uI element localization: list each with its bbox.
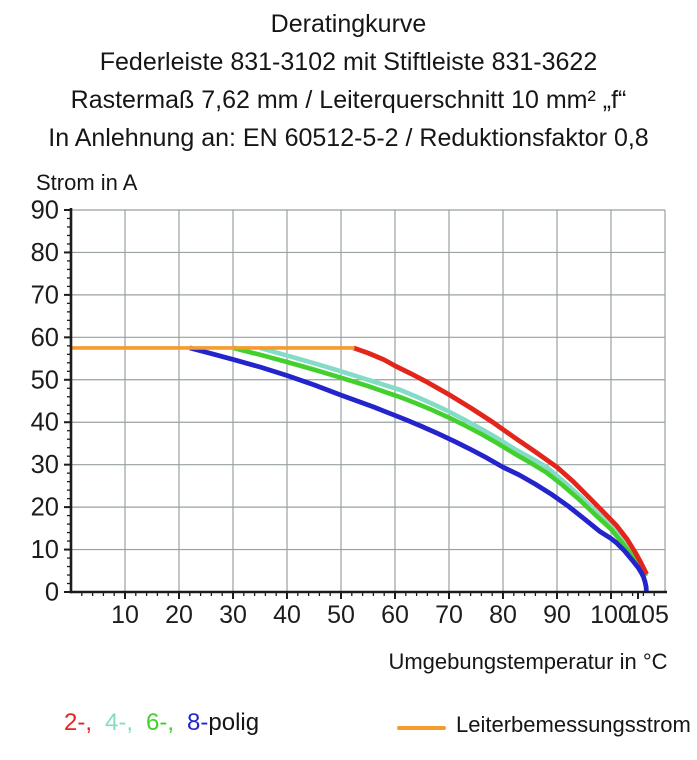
x-tick-70: 70 (435, 601, 463, 629)
curves (71, 345, 649, 593)
series-6-polig (232, 345, 648, 578)
y-tick-70: 70 (31, 281, 59, 309)
x-tick-30: 30 (219, 601, 247, 629)
x-tick-60: 60 (381, 601, 409, 629)
y-tick-0: 0 (45, 579, 59, 607)
gridlines (71, 209, 666, 592)
x-tick-80: 80 (489, 601, 517, 629)
y-tick-80: 80 (31, 239, 59, 267)
legend-2-polig: 2-, (64, 709, 93, 736)
legend-polig-suffix: polig (208, 709, 260, 736)
legend-8-polig: 8- (187, 709, 209, 736)
x-tick-10: 10 (111, 601, 139, 629)
rated-current-line-swatch (397, 726, 446, 730)
x-tick-105: 105 (627, 601, 669, 629)
title-line-2: Federleiste 831-3102 mit Stiftleiste 831… (99, 48, 598, 76)
chart-title-block: Deratingkurve Federleiste 831-3102 mit S… (0, 5, 697, 157)
title-line-3: Rastermaß 7,62 mm / Leiterquerschnitt 10… (70, 86, 627, 114)
title-line-4: In Anlehnung an: EN 60512-5-2 / Reduktio… (48, 124, 649, 152)
series-4-polig (259, 345, 649, 577)
y-tick-60: 60 (31, 324, 59, 352)
x-tick-100: 100 (590, 601, 632, 629)
poles-legend: 2-, 4-, 6-, 8- polig (64, 709, 259, 737)
y-tick-90: 90 (31, 197, 59, 225)
y-tick-50: 50 (31, 366, 59, 394)
axes (69, 208, 667, 594)
rated-current-label: Leiterbemessungsstrom (456, 712, 691, 737)
tick-marks (64, 209, 655, 599)
legend-6-polig: 6-, (146, 709, 175, 736)
legend-4-polig: 4-, (105, 709, 134, 736)
title-line-1: Deratingkurve (270, 10, 427, 38)
x-tick-90: 90 (543, 601, 571, 629)
y-tick-30: 30 (31, 451, 59, 479)
x-tick-50: 50 (327, 601, 355, 629)
series-8-polig (189, 345, 649, 593)
x-tick-40: 40 (273, 601, 301, 629)
y-axis-title: Strom in A (36, 170, 138, 195)
y-tick-40: 40 (31, 409, 59, 437)
series-2-polig (352, 345, 649, 576)
x-tick-20: 20 (165, 601, 193, 629)
y-tick-10: 10 (31, 536, 59, 564)
y-tick-20: 20 (31, 494, 59, 522)
x-axis-title: Umgebungstemperatur in °C (388, 649, 668, 674)
